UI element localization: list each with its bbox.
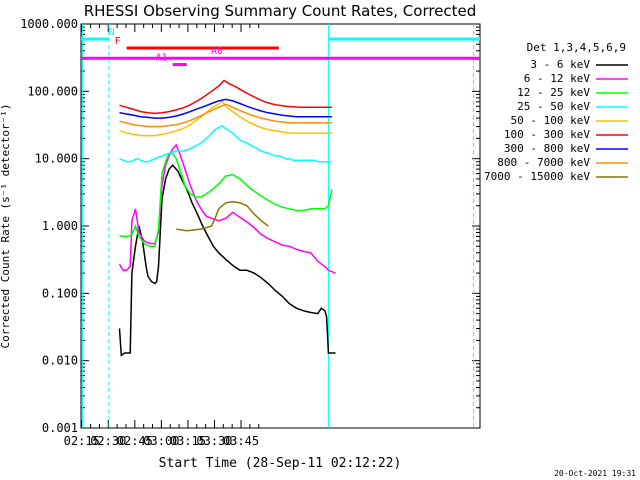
x-axis-label: Start Time (28-Sep-11 02:12:22) (159, 456, 402, 471)
annotation-layer: NF A0 A1 (81, 24, 480, 428)
y-tick-label: 1000.000 (20, 17, 78, 31)
legend-entry-label: 100 - 300 keV (504, 128, 590, 141)
legend-entry-label: 12 - 25 keV (517, 86, 590, 99)
x-tick-label: 02:30 (90, 434, 126, 448)
plot-frame (80, 23, 481, 429)
series-line (119, 152, 333, 248)
annotation-label: A0 (211, 46, 223, 57)
series-layer (118, 79, 336, 357)
legend-entry-label: 800 - 7000 keV (497, 156, 590, 169)
legend-entry-label: 50 - 100 keV (511, 114, 591, 127)
series-line (118, 143, 336, 274)
annotation-label: N (109, 27, 115, 38)
y-tick-label: 100.000 (27, 84, 78, 98)
series-line (118, 164, 336, 357)
y-tick-label: 0.001 (42, 421, 78, 435)
legend-title: Det 1,3,4,5,6,9 (527, 41, 626, 54)
legend-entry-label: 3 - 6 keV (530, 58, 590, 71)
x-tick-label: 02:15 (64, 434, 100, 448)
x-tick-label: 03:45 (223, 434, 259, 448)
chart-title: RHESSI Observing Summary Count Rates, Co… (84, 2, 477, 20)
x-tick-label: 03:00 (143, 434, 179, 448)
y-tick-label: 0.010 (42, 354, 78, 368)
plot-area (80, 23, 481, 429)
legend-entry-label: 300 - 800 keV (504, 142, 590, 155)
legend-entry-label: 25 - 50 keV (517, 100, 590, 113)
x-tick-label: 03:15 (170, 434, 206, 448)
legend-entry-label: 6 - 12 keV (524, 72, 591, 85)
series-line (119, 79, 332, 115)
y-axis-label: Corrected Count Rate (s⁻¹ detector⁻¹) (0, 103, 12, 348)
annotation-label: F (115, 36, 121, 47)
series-line (119, 98, 332, 119)
y-tick-label: 1.000 (42, 219, 78, 233)
y-axis: 0.001 0.010 0.100 1.000 10.000 100.000 1000.00… (20, 17, 480, 435)
series-line (119, 124, 332, 163)
series-line (119, 103, 332, 128)
series-line (119, 99, 332, 137)
timestamp: 20-Oct-2021 19:31 (554, 469, 636, 478)
x-tick-label: 02:45 (117, 434, 153, 448)
y-tick-label: 10.000 (35, 152, 78, 166)
y-tick-label: 0.100 (42, 286, 78, 300)
series-line (176, 200, 269, 232)
x-tick-label: 03:30 (196, 434, 232, 448)
legend-entry-label: 7000 - 15000 keV (484, 170, 590, 183)
annotation-label: A1 (156, 53, 168, 64)
